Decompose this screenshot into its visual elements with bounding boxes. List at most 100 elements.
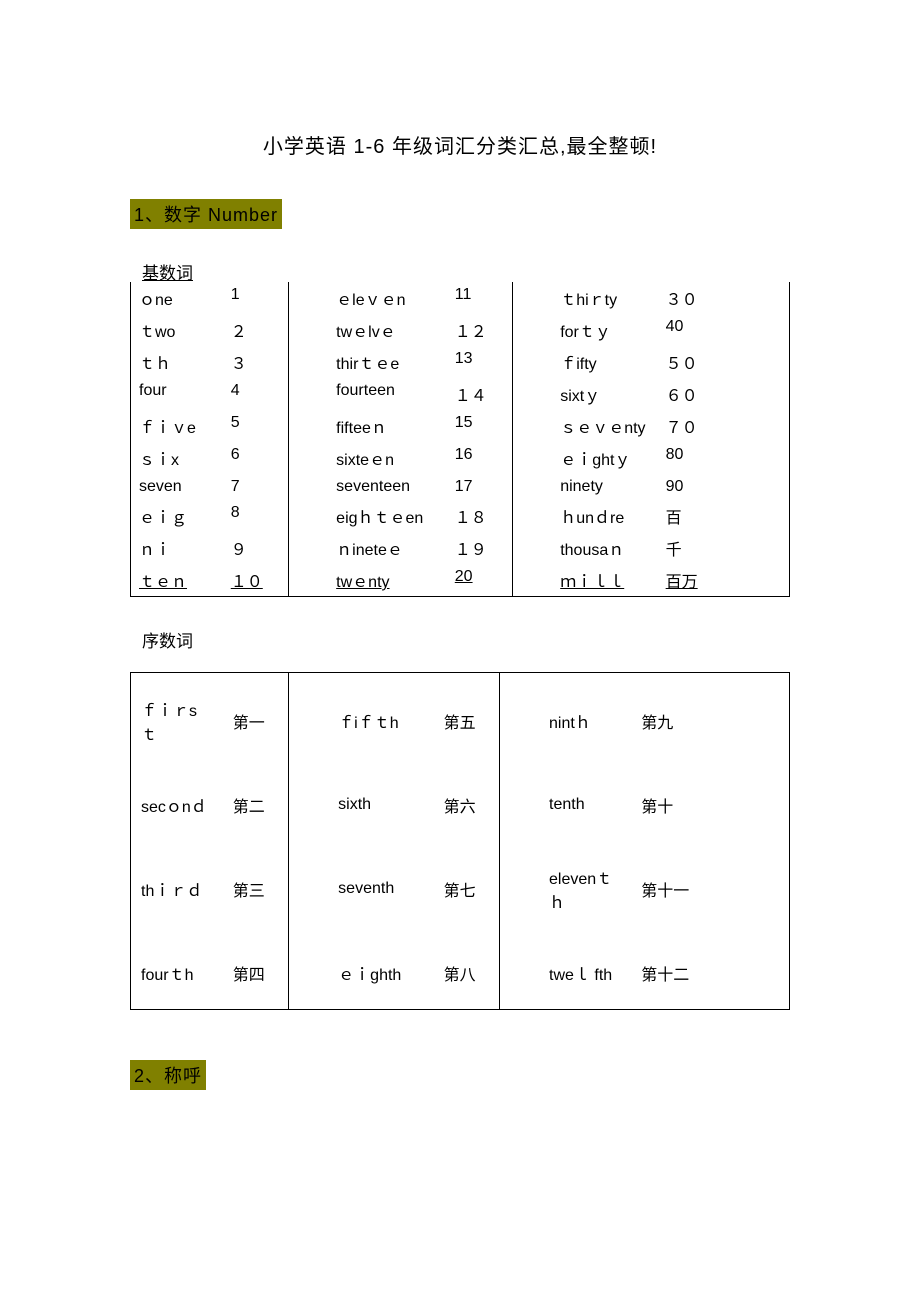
cardinal-table: ｏne1ｅleｖｅn11ｔhiｒty３０ｔwo２twｅlvｅ１２forｔｙ40ｔ… <box>130 282 790 597</box>
cell-num: 第六 <box>434 769 500 841</box>
cell-num: １４ <box>447 378 513 410</box>
cell-word: nintｈ <box>539 673 631 770</box>
cell-word: thｉｒｄ <box>131 841 223 937</box>
cell-word: ｅleｖｅn <box>328 282 447 314</box>
cell-word: ｆifty <box>552 346 657 378</box>
cell-num: 13 <box>447 346 513 378</box>
cell-num: 17 <box>447 474 513 500</box>
table-row: thｉｒｄ第三seventh第七elevenｔｈ第十一 <box>131 841 790 937</box>
cell-word: elevenｔｈ <box>539 841 631 937</box>
cell-num: 第七 <box>434 841 500 937</box>
cardinal-label: 基数词 <box>130 259 790 284</box>
cell-num: １０ <box>223 564 289 597</box>
cell-num: 百 <box>658 500 737 532</box>
pad <box>737 442 790 474</box>
cell-num: ２ <box>223 314 289 346</box>
cell-num: 6 <box>223 442 289 474</box>
cell-num: ５０ <box>658 346 737 378</box>
cell-num: １８ <box>447 500 513 532</box>
page-title: 小学英语 1-6 年级词汇分类汇总,最全整顿! <box>130 130 790 159</box>
sep <box>289 673 329 770</box>
cell-num: 第八 <box>434 937 500 1010</box>
table-row: fourｔh第四ｅｉghth第八tweｌ fth第十二 <box>131 937 790 1010</box>
pad <box>737 282 790 314</box>
cell-num: 第九 <box>631 673 723 770</box>
pad <box>724 841 790 937</box>
sep <box>513 532 553 564</box>
cell-num: 16 <box>447 442 513 474</box>
cell-word: fourteen <box>328 378 447 410</box>
sep <box>289 532 329 564</box>
table-row: secｏnｄ第二sixth第六tenth第十 <box>131 769 790 841</box>
cell-word: ｓｅｖｅnty <box>552 410 657 442</box>
cell-word: seven <box>131 474 223 500</box>
cell-word: ｔhiｒty <box>552 282 657 314</box>
cell-word: four <box>131 378 223 410</box>
section-1-heading: 1、数字 Number <box>130 199 282 229</box>
cell-word: ｅｉghth <box>328 937 433 1010</box>
sep <box>513 500 553 532</box>
cell-word: ninety <box>552 474 657 500</box>
table-row: ｔｈ３thirｔｅe13ｆifty５０ <box>131 346 790 378</box>
cell-word: ｓｉx <box>131 442 223 474</box>
pad <box>737 410 790 442</box>
cell-word: ｎｉ <box>131 532 223 564</box>
sep <box>513 346 553 378</box>
cell-num: 千 <box>658 532 737 564</box>
sep <box>289 314 329 346</box>
cell-num: ６０ <box>658 378 737 410</box>
cell-word: forｔｙ <box>552 314 657 346</box>
cell-num: 90 <box>658 474 737 500</box>
cell-word: ｈunｄre <box>552 500 657 532</box>
cell-num: 20 <box>447 564 513 597</box>
sep <box>289 378 329 410</box>
sep <box>289 937 329 1010</box>
table-row: ｆｉｒsｔ第一ｆiｆｔh第五nintｈ第九 <box>131 673 790 770</box>
pad <box>737 564 790 597</box>
cell-num: 百万 <box>658 564 737 597</box>
cell-word: ｆiｆｔh <box>328 673 433 770</box>
cell-num: １９ <box>447 532 513 564</box>
pad <box>724 673 790 770</box>
cell-word: tweｌ fth <box>539 937 631 1010</box>
cell-num: 第三 <box>223 841 289 937</box>
sep <box>513 564 553 597</box>
sep <box>500 769 540 841</box>
cell-num: 第二 <box>223 769 289 841</box>
cell-word: seventh <box>328 841 433 937</box>
sep <box>289 769 329 841</box>
cell-num: 第十 <box>631 769 723 841</box>
pad <box>724 937 790 1010</box>
cell-word: sixth <box>328 769 433 841</box>
sep <box>289 500 329 532</box>
cell-num: 40 <box>658 314 737 346</box>
cell-num: 7 <box>223 474 289 500</box>
sep <box>289 410 329 442</box>
pad <box>737 314 790 346</box>
cell-num: 1 <box>223 282 289 314</box>
sep <box>513 474 553 500</box>
sep <box>500 841 540 937</box>
section-2-heading: 2、称呼 <box>130 1060 206 1090</box>
cell-word: ｅｉｇ <box>131 500 223 532</box>
cell-num: 80 <box>658 442 737 474</box>
cell-word: thirｔｅe <box>328 346 447 378</box>
sep <box>289 282 329 314</box>
cell-word: tenth <box>539 769 631 841</box>
cell-num: 15 <box>447 410 513 442</box>
cell-num: 第十二 <box>631 937 723 1010</box>
cell-word: ｔｅｎ <box>131 564 223 597</box>
cell-word: ｅｉghtｙ <box>552 442 657 474</box>
cell-word: ｏne <box>131 282 223 314</box>
cell-word: ｎineteｅ <box>328 532 447 564</box>
table-row: four4fourteen１４sixtｙ６０ <box>131 378 790 410</box>
sep <box>289 474 329 500</box>
table-row: seven7 seventeen17 ninety90 <box>131 474 790 500</box>
cell-word: ｆｉｒsｔ <box>131 673 223 770</box>
cell-word: sixtｙ <box>552 378 657 410</box>
cell-num: ９ <box>223 532 289 564</box>
cell-word: ｍｉｌｌ <box>552 564 657 597</box>
sep <box>500 673 540 770</box>
cell-word: seventeen <box>328 474 447 500</box>
cell-word: ｔｈ <box>131 346 223 378</box>
